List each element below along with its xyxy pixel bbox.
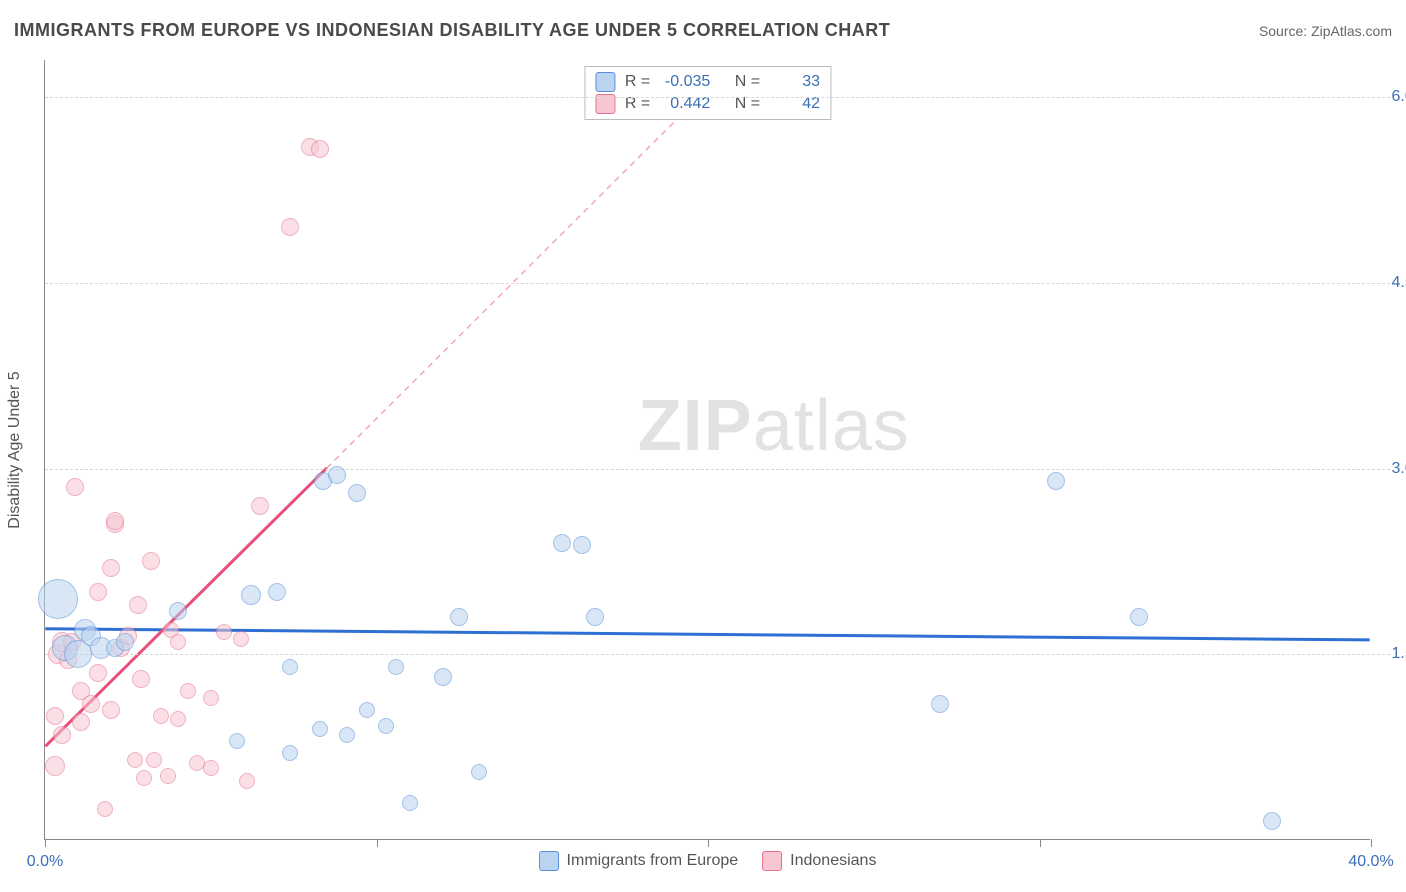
data-point-blue xyxy=(931,695,949,713)
data-point-blue xyxy=(116,633,134,651)
x-tick xyxy=(377,839,378,847)
data-point-pink xyxy=(239,773,255,789)
data-point-blue xyxy=(282,745,298,761)
data-point-blue xyxy=(553,534,571,552)
data-point-blue xyxy=(169,602,187,620)
data-point-blue xyxy=(573,536,591,554)
data-point-pink xyxy=(106,512,124,530)
data-point-pink xyxy=(180,683,196,699)
data-point-pink xyxy=(281,218,299,236)
watermark: ZIPatlas xyxy=(638,385,910,467)
swatch-blue xyxy=(539,851,559,871)
y-axis-title: Disability Age Under 5 xyxy=(6,371,24,528)
data-point-pink xyxy=(170,634,186,650)
data-point-pink xyxy=(102,701,120,719)
data-point-blue xyxy=(348,484,366,502)
data-point-pink xyxy=(142,552,160,570)
y-tick-label: 6.0% xyxy=(1378,88,1406,106)
data-point-pink xyxy=(89,583,107,601)
data-point-pink xyxy=(127,752,143,768)
grid-line xyxy=(45,283,1390,284)
data-point-pink xyxy=(233,631,249,647)
data-point-pink xyxy=(170,711,186,727)
data-point-pink xyxy=(203,690,219,706)
x-tick xyxy=(1040,839,1041,847)
data-point-pink xyxy=(136,770,152,786)
grid-line xyxy=(45,654,1390,655)
series-legend: Immigrants from Europe Indonesians xyxy=(539,851,877,871)
data-point-pink xyxy=(160,768,176,784)
data-point-pink xyxy=(72,713,90,731)
source-label: Source: ZipAtlas.com xyxy=(1259,23,1392,39)
x-tick-label: 0.0% xyxy=(27,853,63,871)
data-point-blue xyxy=(328,466,346,484)
data-point-blue xyxy=(434,668,452,686)
data-point-pink xyxy=(216,624,232,640)
data-point-pink xyxy=(46,707,64,725)
data-point-pink xyxy=(97,801,113,817)
swatch-pink xyxy=(762,851,782,871)
data-point-blue xyxy=(38,579,78,619)
data-point-blue xyxy=(378,718,394,734)
title-bar: IMMIGRANTS FROM EUROPE VS INDONESIAN DIS… xyxy=(14,20,1392,41)
data-point-pink xyxy=(311,140,329,158)
data-point-blue xyxy=(241,585,261,605)
data-point-pink xyxy=(102,559,120,577)
data-point-pink xyxy=(82,695,100,713)
x-tick xyxy=(1371,839,1372,847)
data-point-pink xyxy=(45,756,65,776)
data-point-blue xyxy=(1130,608,1148,626)
data-point-pink xyxy=(251,497,269,515)
data-point-pink xyxy=(203,760,219,776)
data-point-blue xyxy=(339,727,355,743)
data-point-pink xyxy=(89,664,107,682)
data-point-pink xyxy=(53,726,71,744)
data-point-blue xyxy=(1047,472,1065,490)
data-point-blue xyxy=(1263,812,1281,830)
series-legend-item-pink: Indonesians xyxy=(762,851,876,871)
data-point-pink xyxy=(153,708,169,724)
data-point-blue xyxy=(312,721,328,737)
x-tick xyxy=(708,839,709,847)
trend-lines-layer xyxy=(45,60,1370,839)
grid-line xyxy=(45,469,1390,470)
x-tick xyxy=(45,839,46,847)
data-point-pink xyxy=(129,596,147,614)
y-tick-label: 4.5% xyxy=(1378,274,1406,292)
data-point-blue xyxy=(359,702,375,718)
correlation-legend-row-blue: R = -0.035 N = 33 xyxy=(595,71,820,93)
data-point-blue xyxy=(388,659,404,675)
scatter-plot-area: Disability Age Under 5 ZIPatlas R = -0.0… xyxy=(44,60,1370,840)
data-point-blue xyxy=(402,795,418,811)
data-point-pink xyxy=(66,478,84,496)
data-point-pink xyxy=(146,752,162,768)
data-point-blue xyxy=(282,659,298,675)
data-point-blue xyxy=(586,608,604,626)
data-point-blue xyxy=(229,733,245,749)
series-legend-item-blue: Immigrants from Europe xyxy=(539,851,739,871)
data-point-blue xyxy=(268,583,286,601)
x-tick-label: 40.0% xyxy=(1348,853,1393,871)
data-point-blue xyxy=(450,608,468,626)
y-tick-label: 3.0% xyxy=(1378,460,1406,478)
chart-title: IMMIGRANTS FROM EUROPE VS INDONESIAN DIS… xyxy=(14,20,890,41)
swatch-blue xyxy=(595,72,615,92)
y-tick-label: 1.5% xyxy=(1378,645,1406,663)
data-point-pink xyxy=(132,670,150,688)
correlation-legend: R = -0.035 N = 33 R = 0.442 N = 42 xyxy=(584,66,831,120)
data-point-blue xyxy=(471,764,487,780)
grid-line xyxy=(45,97,1390,98)
